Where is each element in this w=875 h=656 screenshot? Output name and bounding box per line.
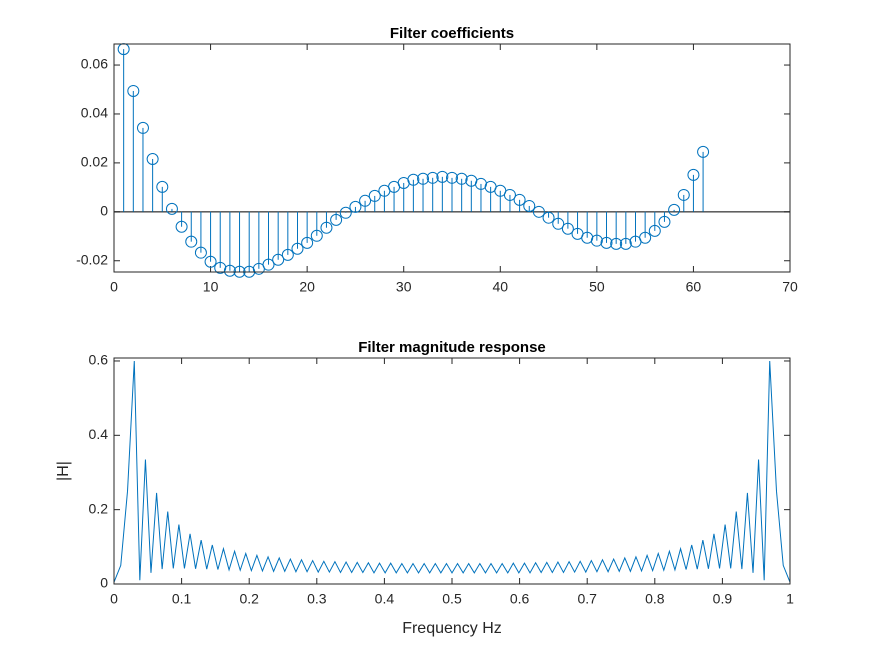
x-tick-label: 0.6: [510, 591, 530, 607]
y-tick-label: 0.02: [81, 154, 108, 170]
y-tick-label: 0.2: [89, 500, 109, 516]
stem-marker: [204, 255, 217, 268]
x-tick-label: 0.7: [577, 591, 597, 607]
stem-marker: [619, 237, 632, 250]
stem-marker: [194, 246, 207, 259]
x-tick-label: 50: [589, 279, 605, 295]
stem-marker: [330, 213, 343, 226]
stem-marker: [542, 211, 555, 224]
x-tick-label: 20: [299, 279, 315, 295]
y-tick-label: 0: [100, 575, 108, 591]
plot-area: [114, 44, 790, 272]
x-tick-label: 0.3: [307, 591, 327, 607]
x-tick-label: 0.4: [375, 591, 395, 607]
stem-marker: [146, 152, 159, 165]
stem-marker: [175, 220, 188, 233]
response-line: [113, 360, 791, 583]
stem-marker: [165, 202, 178, 215]
x-tick-label: 1: [786, 591, 794, 607]
stem-marker: [446, 171, 458, 184]
stem-marker: [127, 84, 140, 97]
stem-marker: [136, 121, 149, 134]
x-axis-label: Frequency Hz: [402, 620, 502, 637]
x-tick-label: 70: [782, 279, 798, 295]
stem-marker: [639, 231, 652, 244]
stem-marker: [658, 215, 671, 228]
stem-marker: [532, 205, 545, 218]
chart-title: Filter coefficients: [390, 25, 514, 42]
y-tick-label: 0.04: [81, 105, 108, 121]
stem-marker: [368, 189, 381, 202]
x-tick-label: 10: [203, 279, 219, 295]
stem-marker: [223, 264, 236, 277]
stem-marker: [648, 224, 661, 237]
y-tick-label: 0.6: [89, 352, 109, 368]
x-tick-label: 0.9: [713, 591, 733, 607]
stem-marker: [677, 188, 690, 201]
y-tick-label: 0.4: [89, 426, 109, 442]
stem-marker: [600, 236, 613, 249]
stem-marker: [407, 173, 420, 186]
stem-marker: [156, 180, 169, 193]
stem-marker: [503, 188, 516, 201]
stem-marker: [426, 171, 439, 184]
y-tick-label: 0.06: [81, 56, 108, 72]
stem-marker: [697, 145, 710, 158]
stem-marker: [455, 172, 468, 185]
stem-marker: [552, 217, 565, 230]
plot-area: [114, 358, 790, 584]
stem-marker: [349, 200, 362, 213]
stem-marker: [281, 248, 294, 261]
stem-marker: [590, 234, 603, 247]
y-tick-label: 0: [100, 203, 108, 219]
x-tick-label: 0: [110, 279, 118, 295]
x-tick-label: 60: [686, 279, 702, 295]
stem-marker: [310, 229, 323, 242]
x-tick-label: 0.5: [442, 591, 462, 607]
stem-marker: [561, 222, 574, 235]
stem-marker: [610, 237, 623, 250]
stem-marker: [185, 235, 198, 248]
stem-marker: [262, 258, 275, 271]
stem-marker: [291, 242, 304, 255]
stem-marker: [687, 168, 700, 181]
y-axis-label: |H|: [55, 461, 72, 481]
stem-marker: [320, 221, 333, 234]
x-tick-label: 30: [396, 279, 412, 295]
chart-title: Filter magnitude response: [358, 339, 546, 356]
stem-marker: [359, 194, 372, 207]
stem-marker: [668, 203, 681, 216]
stem-marker: [417, 172, 430, 185]
stem-marker: [436, 170, 449, 183]
x-tick-label: 0.8: [645, 591, 665, 607]
axes-box: [113, 43, 791, 273]
stem-marker: [513, 193, 526, 206]
x-tick-label: 0: [110, 591, 118, 607]
x-tick-label: 40: [492, 279, 508, 295]
axes-box: [113, 357, 791, 585]
x-tick-label: 0.1: [172, 591, 192, 607]
stem-marker: [339, 206, 352, 219]
y-tick-label: -0.02: [76, 251, 108, 267]
x-tick-label: 0.2: [239, 591, 259, 607]
stem-marker: [523, 199, 536, 212]
stem-marker: [301, 236, 314, 249]
stem-marker: [272, 253, 285, 266]
